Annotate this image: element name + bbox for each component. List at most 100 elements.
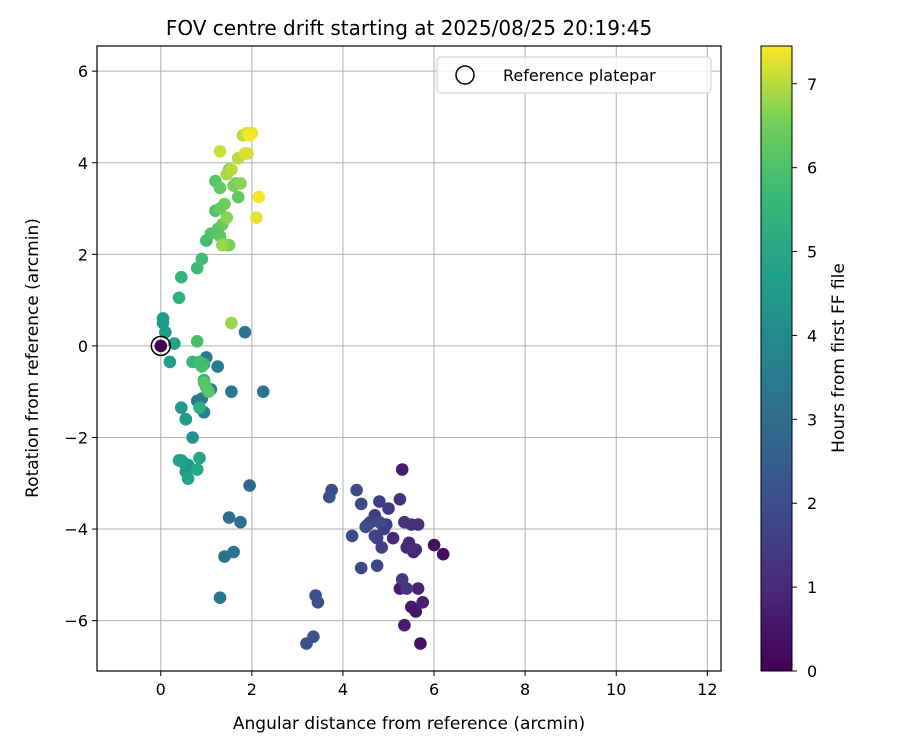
y-tick-label: 0 — [78, 337, 88, 356]
colorbar-tick-label: 3 — [807, 410, 817, 429]
data-point — [213, 181, 227, 195]
data-point — [227, 545, 240, 559]
data-point — [231, 190, 245, 204]
colorbar-gradient — [760, 45, 793, 672]
data-point — [375, 541, 389, 554]
x-tick-label: 0 — [156, 680, 166, 699]
data-point — [345, 529, 359, 543]
data-point — [395, 463, 409, 476]
colorbar-label: Hours from first FF file — [829, 263, 849, 453]
data-point — [220, 211, 234, 224]
data-point — [382, 502, 395, 515]
data-point — [373, 495, 386, 508]
colorbar: 0 1 2 3 4 5 6 7 Hours from first FF file — [760, 45, 849, 681]
x-tick-label: 8 — [520, 680, 530, 699]
data-point — [386, 531, 400, 545]
data-point — [193, 401, 206, 415]
data-point — [370, 559, 384, 572]
data-point — [436, 547, 450, 561]
data-point — [411, 582, 425, 595]
colorbar-ticks: 0 1 2 3 4 5 6 7 — [792, 75, 817, 681]
data-point — [350, 483, 363, 497]
data-points — [150, 126, 450, 650]
data-point — [405, 600, 418, 614]
data-point — [211, 225, 224, 238]
plot-frame — [96, 45, 722, 672]
reference-platepar-marker — [150, 335, 172, 357]
data-point — [179, 412, 193, 426]
data-point — [398, 618, 411, 632]
data-point — [190, 335, 204, 348]
data-point — [213, 145, 227, 158]
colorbar-tick-label: 1 — [807, 578, 817, 597]
data-point — [225, 316, 238, 330]
data-point — [250, 211, 263, 224]
colorbar-tick-label: 6 — [807, 159, 817, 178]
data-point — [393, 493, 407, 506]
data-point — [175, 401, 188, 415]
colorbar-tick-label: 2 — [807, 494, 817, 513]
x-tick-label: 10 — [606, 680, 626, 699]
grid-lines — [97, 46, 721, 671]
data-point — [373, 515, 386, 529]
data-point — [311, 596, 325, 609]
colorbar-tick-label: 4 — [807, 326, 817, 345]
y-tick-label: −4 — [64, 520, 88, 539]
x-tick-label: 12 — [697, 680, 717, 699]
data-point — [216, 238, 229, 252]
x-tick-label: 2 — [247, 680, 257, 699]
data-point — [202, 385, 215, 399]
y-tick-label: −2 — [64, 428, 88, 447]
data-point — [193, 355, 206, 369]
data-point — [190, 463, 204, 476]
data-point — [234, 515, 247, 529]
data-point — [323, 490, 336, 504]
y-tick-label: 6 — [78, 62, 88, 81]
data-point — [234, 177, 247, 190]
data-point — [193, 451, 206, 465]
y-tick-label: 4 — [78, 154, 88, 173]
y-axis-label: Rotation from reference (arcmin) — [23, 218, 43, 498]
legend: Reference platepar — [436, 56, 712, 94]
colorbar-tick-label: 7 — [807, 75, 817, 94]
data-point — [195, 252, 209, 266]
data-point — [156, 316, 170, 330]
legend-marker-icon — [455, 65, 475, 85]
data-point — [409, 543, 423, 556]
data-point — [168, 337, 181, 350]
data-point — [243, 129, 256, 142]
y-tick-label: −6 — [64, 612, 88, 631]
data-point — [186, 431, 199, 444]
data-point — [213, 202, 227, 215]
data-point — [238, 147, 252, 160]
data-point — [238, 325, 252, 339]
data-point — [225, 163, 238, 176]
data-point — [414, 637, 427, 650]
x-tick-label: 6 — [429, 680, 439, 699]
data-point — [181, 472, 195, 486]
colorbar-tick-label: 5 — [807, 243, 817, 262]
data-point — [213, 591, 227, 604]
x-axis-ticks: 0 2 4 6 8 10 12 — [156, 671, 718, 699]
y-axis-ticks: −6 −4 −2 0 2 4 6 — [64, 62, 97, 631]
data-point — [354, 561, 368, 575]
chart-title: FOV centre drift starting at 2025/08/25 … — [166, 16, 652, 40]
data-point — [172, 291, 186, 305]
data-point — [252, 190, 265, 204]
y-tick-label: 2 — [78, 245, 88, 264]
x-tick-label: 4 — [338, 680, 348, 699]
data-point — [225, 385, 238, 399]
data-point — [359, 520, 373, 534]
data-point — [175, 270, 188, 284]
colorbar-tick-label: 0 — [807, 662, 817, 681]
data-point — [398, 515, 411, 529]
data-point — [395, 573, 409, 586]
data-point — [172, 454, 186, 467]
data-point — [211, 360, 224, 373]
data-point — [411, 518, 425, 531]
data-point — [416, 596, 430, 609]
data-point — [354, 497, 368, 511]
data-point — [256, 385, 270, 399]
